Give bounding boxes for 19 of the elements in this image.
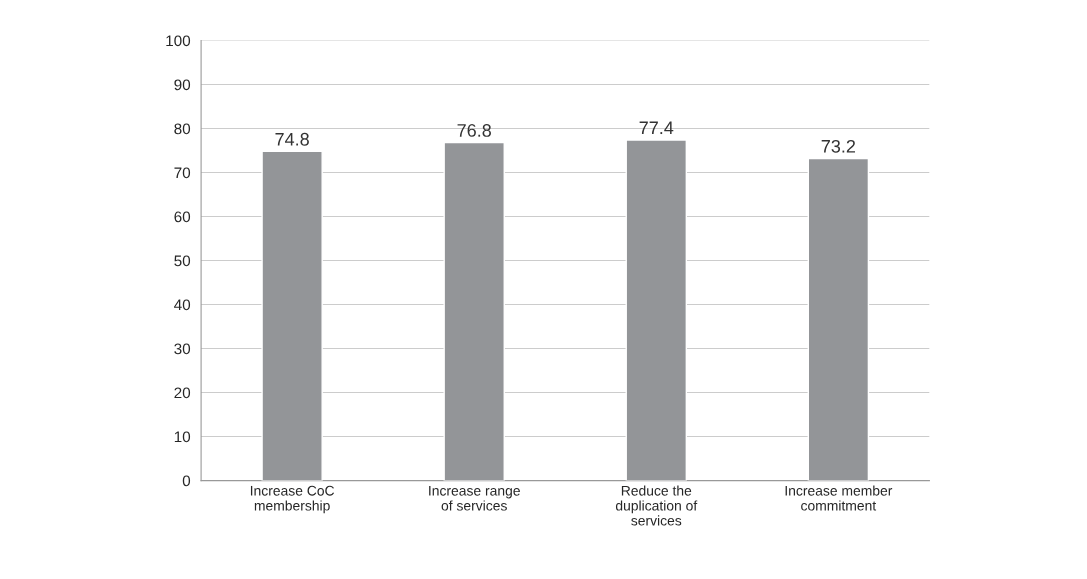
y-tick-label: 10 — [174, 431, 191, 443]
y-tick-label: 80 — [174, 123, 191, 135]
y-tick-label: 0 — [182, 475, 191, 487]
x-tick-label: Increase range of services — [429, 485, 520, 511]
y-tick-label: 90 — [174, 79, 191, 91]
y-tick-label: 30 — [174, 343, 191, 355]
x-tick-label: Increase CoC membership — [250, 485, 335, 514]
data-label: 77.4 — [639, 121, 674, 135]
y-tick-label: 100 — [166, 35, 191, 47]
y-tick-label: 60 — [174, 211, 191, 223]
data-label: 76.8 — [457, 124, 491, 137]
y-tick-label: 40 — [174, 299, 191, 311]
x-tick-label: Increase member commitment — [785, 485, 893, 511]
data-label: 74.8 — [275, 132, 309, 146]
data-label: 73.2 — [821, 139, 856, 153]
y-tick-label: 70 — [174, 167, 191, 179]
x-tick-label: Reduce the duplication of services — [615, 485, 698, 526]
y-tick-label: 50 — [174, 255, 191, 267]
y-tick-label: 20 — [174, 387, 191, 399]
